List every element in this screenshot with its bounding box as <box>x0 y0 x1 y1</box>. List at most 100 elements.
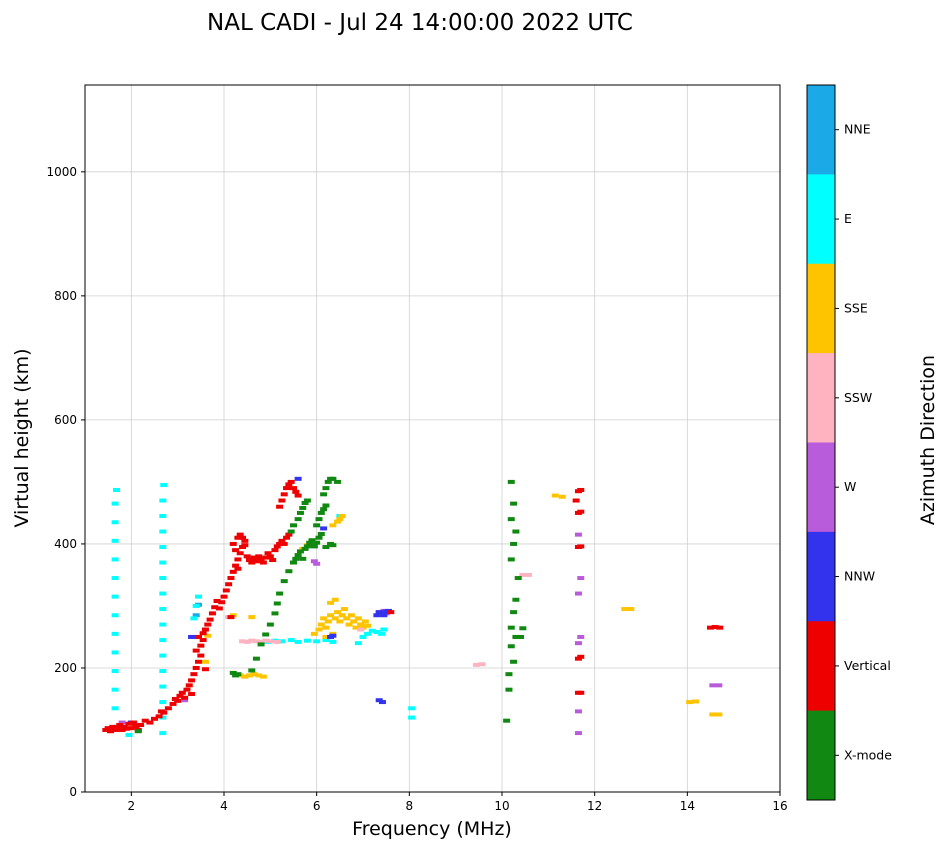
point-SSE <box>327 600 335 605</box>
point-NNW <box>188 634 196 639</box>
point-Vertical <box>232 563 240 568</box>
point-E <box>303 638 311 643</box>
colorbar-band-vertical <box>807 621 835 712</box>
point-Vertical <box>155 714 163 719</box>
point-X-mode <box>280 579 288 584</box>
point-X-mode <box>317 510 325 515</box>
point-E <box>287 638 295 643</box>
point-SSE <box>315 627 323 632</box>
point-SSE <box>709 712 717 717</box>
point-X-mode <box>507 625 515 630</box>
point-X-mode <box>507 557 515 562</box>
point-X-mode <box>299 556 307 561</box>
point-Vertical <box>243 554 251 559</box>
point-SSE <box>329 523 337 528</box>
point-W <box>577 576 585 581</box>
point-Vertical <box>183 687 191 692</box>
point-Vertical <box>280 492 288 497</box>
point-X-mode <box>308 538 316 543</box>
point-E <box>159 653 167 658</box>
point-SSW <box>478 662 486 667</box>
point-E <box>368 628 376 633</box>
point-E <box>111 557 119 562</box>
point-Vertical <box>178 690 186 695</box>
point-SSE <box>331 597 339 602</box>
colorbar-band-w <box>807 442 835 533</box>
point-Vertical <box>259 560 267 565</box>
point-SSE <box>331 616 339 621</box>
point-Vertical <box>264 551 272 556</box>
point-SSE <box>352 625 360 630</box>
point-E <box>408 706 416 711</box>
point-SSW <box>266 639 274 644</box>
point-SSE <box>248 615 256 620</box>
colorbar-label-e: E <box>844 211 852 226</box>
point-Vertical <box>185 683 193 688</box>
colorbar-label-w: W <box>844 479 856 494</box>
point-Vertical <box>132 724 140 729</box>
point-Vertical <box>711 625 719 630</box>
point-X-mode <box>301 500 309 505</box>
point-Vertical <box>222 588 230 593</box>
point-Vertical <box>213 598 221 603</box>
point-X-mode <box>324 479 332 484</box>
x-tick-label: 12 <box>587 799 602 813</box>
point-E <box>159 498 167 503</box>
point-SSW <box>252 639 260 644</box>
point-Vertical <box>266 554 274 559</box>
point-E <box>111 706 119 711</box>
point-X-mode <box>317 532 325 537</box>
point-Vertical <box>227 576 235 581</box>
point-E <box>329 639 337 644</box>
point-X-mode <box>505 687 513 692</box>
point-Vertical <box>294 493 302 498</box>
point-E <box>195 594 203 599</box>
point-SSE <box>336 619 344 624</box>
colorbar-label-nne: NNE <box>844 122 871 137</box>
point-Vertical <box>255 554 263 559</box>
point-E <box>313 639 321 644</box>
point-X-mode <box>303 544 311 549</box>
point-X-mode <box>296 510 304 515</box>
point-W <box>574 731 582 736</box>
colorbar-band-nnw <box>807 531 835 622</box>
point-Vertical <box>232 548 240 553</box>
point-Vertical <box>125 721 133 726</box>
point-Vertical <box>201 667 209 672</box>
point-SSE <box>327 613 335 618</box>
point-E <box>159 607 167 612</box>
point-E <box>159 684 167 689</box>
point-Vertical <box>104 726 112 731</box>
point-X-mode <box>252 656 260 661</box>
point-E <box>408 715 416 720</box>
point-Vertical <box>201 627 209 632</box>
point-Vertical <box>199 631 207 636</box>
point-Vertical <box>280 541 288 546</box>
point-X-mode <box>262 632 270 637</box>
point-Vertical <box>257 557 265 562</box>
point-E <box>159 700 167 705</box>
point-Vertical <box>229 541 237 546</box>
point-E <box>380 627 388 632</box>
point-SSW <box>257 639 265 644</box>
point-SSE <box>259 674 267 679</box>
colorbar-label-vertical: Vertical <box>844 658 891 673</box>
point-W <box>574 532 582 537</box>
point-Vertical <box>106 729 114 734</box>
colorbar-axis-label: Azimuth Direction <box>917 354 939 526</box>
point-X-mode <box>303 498 311 503</box>
point-Vertical <box>176 693 184 698</box>
point-X-mode <box>313 523 321 528</box>
point-Vertical <box>241 538 249 543</box>
point-E <box>159 529 167 534</box>
point-SSE <box>334 519 342 524</box>
point-SSE <box>621 607 629 612</box>
point-Vertical <box>387 610 395 615</box>
point-Vertical <box>577 544 585 549</box>
point-SSE <box>255 673 263 678</box>
point-SSW <box>239 639 247 644</box>
point-E <box>159 638 167 643</box>
point-Vertical <box>208 611 216 616</box>
point-E <box>294 639 302 644</box>
page-title: NAL CADI - Jul 24 14:00:00 2022 UTC <box>207 10 633 36</box>
